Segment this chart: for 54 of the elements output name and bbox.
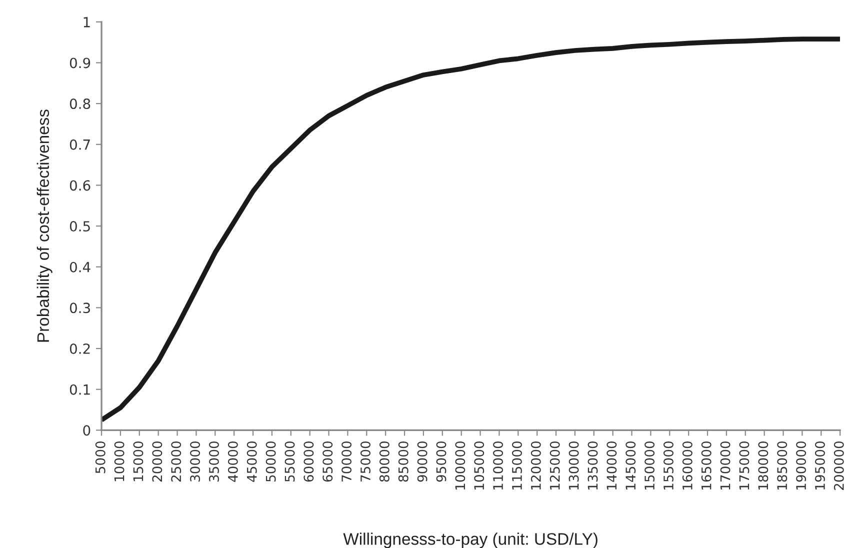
y-tick-label: 0.4 xyxy=(70,262,90,272)
x-tick-label: 110000 xyxy=(493,441,504,490)
y-tick-label: 0.6 xyxy=(70,180,90,191)
y-tick-label: 0.7 xyxy=(70,139,90,150)
x-tick-label: 125000 xyxy=(550,441,560,490)
x-tick-label: 185000 xyxy=(777,441,788,490)
x-tick-label: 115000 xyxy=(512,441,522,490)
x-tick-label: 160000 xyxy=(682,441,692,490)
x-tick-label: 140000 xyxy=(606,441,617,490)
x-tick-label: 100000 xyxy=(455,441,466,490)
x-tick-label: 180000 xyxy=(758,441,768,490)
x-tick-label: 65000 xyxy=(322,441,333,482)
x-tick-label: 60000 xyxy=(304,441,314,482)
x-tick-label: 120000 xyxy=(530,441,541,490)
x-tick-label: 130000 xyxy=(568,441,579,490)
x-tick-label: 35000 xyxy=(208,441,219,482)
y-tick-label: 0.1 xyxy=(70,384,90,395)
x-tick-label: 105000 xyxy=(474,441,484,490)
x-tick-label: 25000 xyxy=(171,441,182,482)
y-tick-label: 0.8 xyxy=(70,98,90,110)
x-tick-label: 170000 xyxy=(720,441,730,490)
x-tick-label: 15000 xyxy=(133,441,144,482)
x-axis-title: Willingnesss-to-pay (unit: USD/LY) xyxy=(343,532,598,548)
x-tick-label: 75000 xyxy=(360,441,370,482)
x-tick-label: 155000 xyxy=(663,441,674,490)
x-tick-label: 195000 xyxy=(814,441,825,490)
x-tick-label: 135000 xyxy=(588,441,598,490)
x-tick-label: 70000 xyxy=(342,441,352,482)
x-tick-label: 145000 xyxy=(626,441,636,490)
y-tick-label: 0.2 xyxy=(70,343,90,354)
x-tick-label: 20000 xyxy=(152,441,162,482)
x-tick-label: 40000 xyxy=(228,441,238,482)
x-tick-label: 150000 xyxy=(644,441,655,490)
x-tick-label: 45000 xyxy=(246,441,257,482)
x-tick-label: 190000 xyxy=(796,441,806,490)
x-tick-label: 175000 xyxy=(739,441,750,490)
x-tick-label: 10000 xyxy=(114,441,124,482)
x-tick-label: 30000 xyxy=(190,441,200,482)
x-tick-label: 95000 xyxy=(436,441,446,482)
y-axis-title: Probability of cost-effectiveness xyxy=(36,110,52,342)
x-tick-label: 200000 xyxy=(834,441,844,490)
y-tick-label: 0.3 xyxy=(70,302,90,314)
x-tick-label: 55000 xyxy=(284,441,295,482)
line-series xyxy=(102,36,840,422)
x-tick-label: 50000 xyxy=(266,441,276,482)
x-tick-label: 85000 xyxy=(398,441,408,482)
y-tick-label: 0 xyxy=(83,425,90,436)
y-tick-label: 0.9 xyxy=(70,58,90,68)
x-tick-label: 80000 xyxy=(379,441,390,482)
y-tick-label: 0.5 xyxy=(70,221,90,232)
y-tick-label: 1 xyxy=(84,17,90,28)
x-tick-label: 5000 xyxy=(95,441,106,474)
x-tick-label: 165000 xyxy=(701,441,712,490)
x-tick-label: 90000 xyxy=(417,441,428,482)
